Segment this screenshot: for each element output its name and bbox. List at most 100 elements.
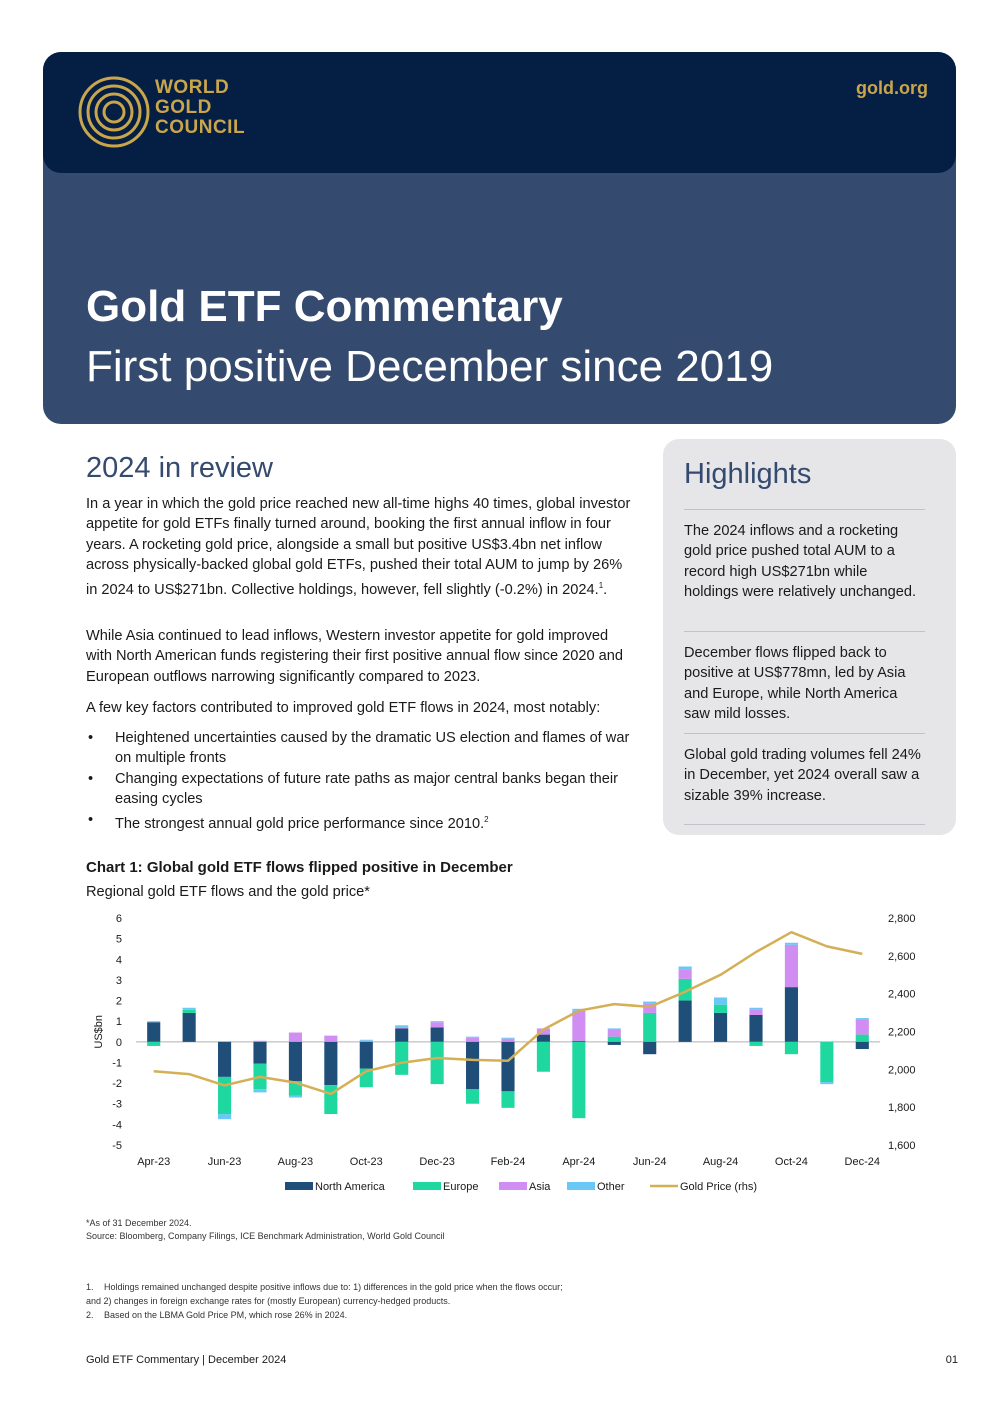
list-item: • The strongest annual gold price perform…: [86, 810, 634, 834]
bar-europe: [820, 1041, 834, 1083]
site-link[interactable]: gold.org: [856, 78, 928, 98]
bar-europe: [749, 1041, 763, 1046]
bullet-dot: •: [88, 770, 94, 787]
bar-asia: [607, 1029, 621, 1037]
factors-list: • Heightened uncertainties caused by the …: [86, 728, 634, 834]
bar-other: [607, 1028, 621, 1030]
y-axis-label: US$bn: [93, 1015, 105, 1049]
review-paragraph-2: While Asia continued to lead inflows, We…: [86, 628, 624, 685]
bar-other: [820, 1082, 834, 1085]
bar-north-america: [749, 1014, 763, 1042]
logo-line-2: GOLD: [155, 97, 212, 118]
legend-label: North America: [315, 1181, 386, 1193]
y2-tick-label: 2,200: [888, 1027, 916, 1039]
highlights-divider: [684, 631, 925, 632]
bar-north-america: [536, 1034, 550, 1042]
y-tick-label: 5: [116, 934, 122, 946]
y-tick-label: 6: [116, 913, 122, 925]
y-tick-label: 1: [116, 1016, 122, 1028]
legend-swatch: [499, 1182, 527, 1190]
y-tick-label: -1: [112, 1057, 122, 1069]
legend-label: Europe: [443, 1181, 478, 1193]
bar-europe: [536, 1041, 550, 1072]
footnote-1: 1. Holdings remained unchanged despite po…: [86, 1281, 666, 1295]
bar-other: [218, 1114, 232, 1120]
bar-asia: [253, 1040, 267, 1042]
highlights-title: Highlights: [684, 458, 812, 490]
legend-swatch: [285, 1182, 313, 1190]
bar-north-america: [218, 1041, 232, 1077]
y-tick-label: -2: [112, 1078, 122, 1090]
bar-asia: [395, 1027, 409, 1029]
highlights-panel: [663, 439, 956, 835]
review-paragraph-3: A few key factors contributed to improve…: [86, 700, 601, 716]
bar-europe: [855, 1034, 869, 1042]
bar-asia: [359, 1040, 373, 1042]
bar-north-america: [607, 1041, 621, 1045]
logo-line-1: WORLD: [155, 77, 230, 98]
bar-asia: [643, 1003, 657, 1013]
bar-asia: [749, 1009, 763, 1015]
bar-europe: [395, 1041, 409, 1075]
review-paragraph-1: In a year in which the gold price reache…: [86, 494, 634, 600]
bullet-dot: •: [88, 730, 94, 746]
bar-north-america: [253, 1041, 267, 1064]
bar-north-america: [182, 1012, 196, 1042]
bar-asia: [288, 1032, 302, 1042]
bar-asia: [501, 1038, 515, 1042]
bar-north-america: [714, 1012, 728, 1042]
legend-label: Asia: [529, 1181, 551, 1193]
x-tick-label: Aug-23: [278, 1156, 313, 1168]
footnote-number: 2.: [86, 1310, 94, 1320]
x-tick-label: Aug-24: [703, 1156, 738, 1168]
bar-asia: [466, 1037, 480, 1042]
chart-subtitle: Regional gold ETF flows and the gold pri…: [86, 884, 370, 900]
page-number: 01: [945, 1354, 958, 1366]
bar-north-america: [855, 1041, 869, 1050]
bar-asia: [784, 944, 798, 988]
x-tick-label: Oct-23: [350, 1156, 383, 1168]
footnote-number: 1.: [86, 1282, 94, 1292]
bar-north-america: [147, 1022, 161, 1042]
bar-europe: [147, 1041, 161, 1046]
y-tick-label: 3: [116, 975, 122, 987]
bar-other: [182, 1007, 196, 1010]
footnote-ref-1: 1: [598, 580, 604, 590]
list-item-text: The strongest annual gold price performa…: [115, 815, 485, 832]
bar-europe: [324, 1085, 338, 1115]
bar-other: [430, 1021, 444, 1023]
bar-other: [749, 1007, 763, 1010]
bar-europe: [218, 1076, 232, 1115]
y-tick-label: -4: [112, 1119, 122, 1131]
x-tick-label: Jun-24: [633, 1156, 667, 1168]
bar-asia: [324, 1035, 338, 1042]
x-tick-label: Jun-23: [208, 1156, 242, 1168]
paragraph-1-text: In a year in which the gold price reache…: [86, 496, 631, 598]
bar-asia: [430, 1022, 444, 1028]
logo-wordmark: WORLD GOLD COUNCIL: [155, 78, 245, 138]
bar-asia: [536, 1028, 550, 1035]
chart-title: Chart 1: Global gold ETF flows flipped p…: [86, 859, 513, 876]
bar-other: [678, 966, 692, 970]
bar-north-america: [359, 1041, 373, 1069]
legend-swatch: [567, 1182, 595, 1190]
page-title: Gold ETF Commentary: [86, 282, 563, 331]
bar-asia: [855, 1019, 869, 1035]
bar-europe: [182, 1009, 196, 1013]
bar-other: [253, 1089, 267, 1093]
y2-tick-label: 1,600: [888, 1140, 916, 1152]
bar-north-america: [572, 1040, 586, 1042]
bar-north-america: [643, 1041, 657, 1055]
bar-europe: [714, 1004, 728, 1013]
bar-europe: [607, 1036, 621, 1042]
bar-europe: [430, 1041, 444, 1085]
paragraph-1-end: .: [603, 581, 608, 598]
highlights-divider: [684, 824, 925, 825]
highlights-divider: [684, 509, 925, 510]
bar-europe: [466, 1089, 480, 1104]
world-gold-council-logo-icon: [78, 76, 150, 148]
bar-other: [395, 1025, 409, 1028]
bar-europe: [678, 978, 692, 1001]
y2-tick-label: 1,800: [888, 1102, 916, 1114]
legend-swatch: [413, 1182, 441, 1190]
